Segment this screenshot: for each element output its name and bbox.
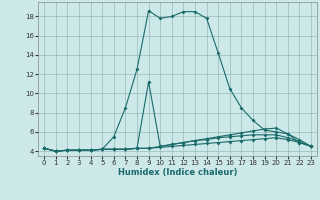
X-axis label: Humidex (Indice chaleur): Humidex (Indice chaleur) <box>118 168 237 177</box>
